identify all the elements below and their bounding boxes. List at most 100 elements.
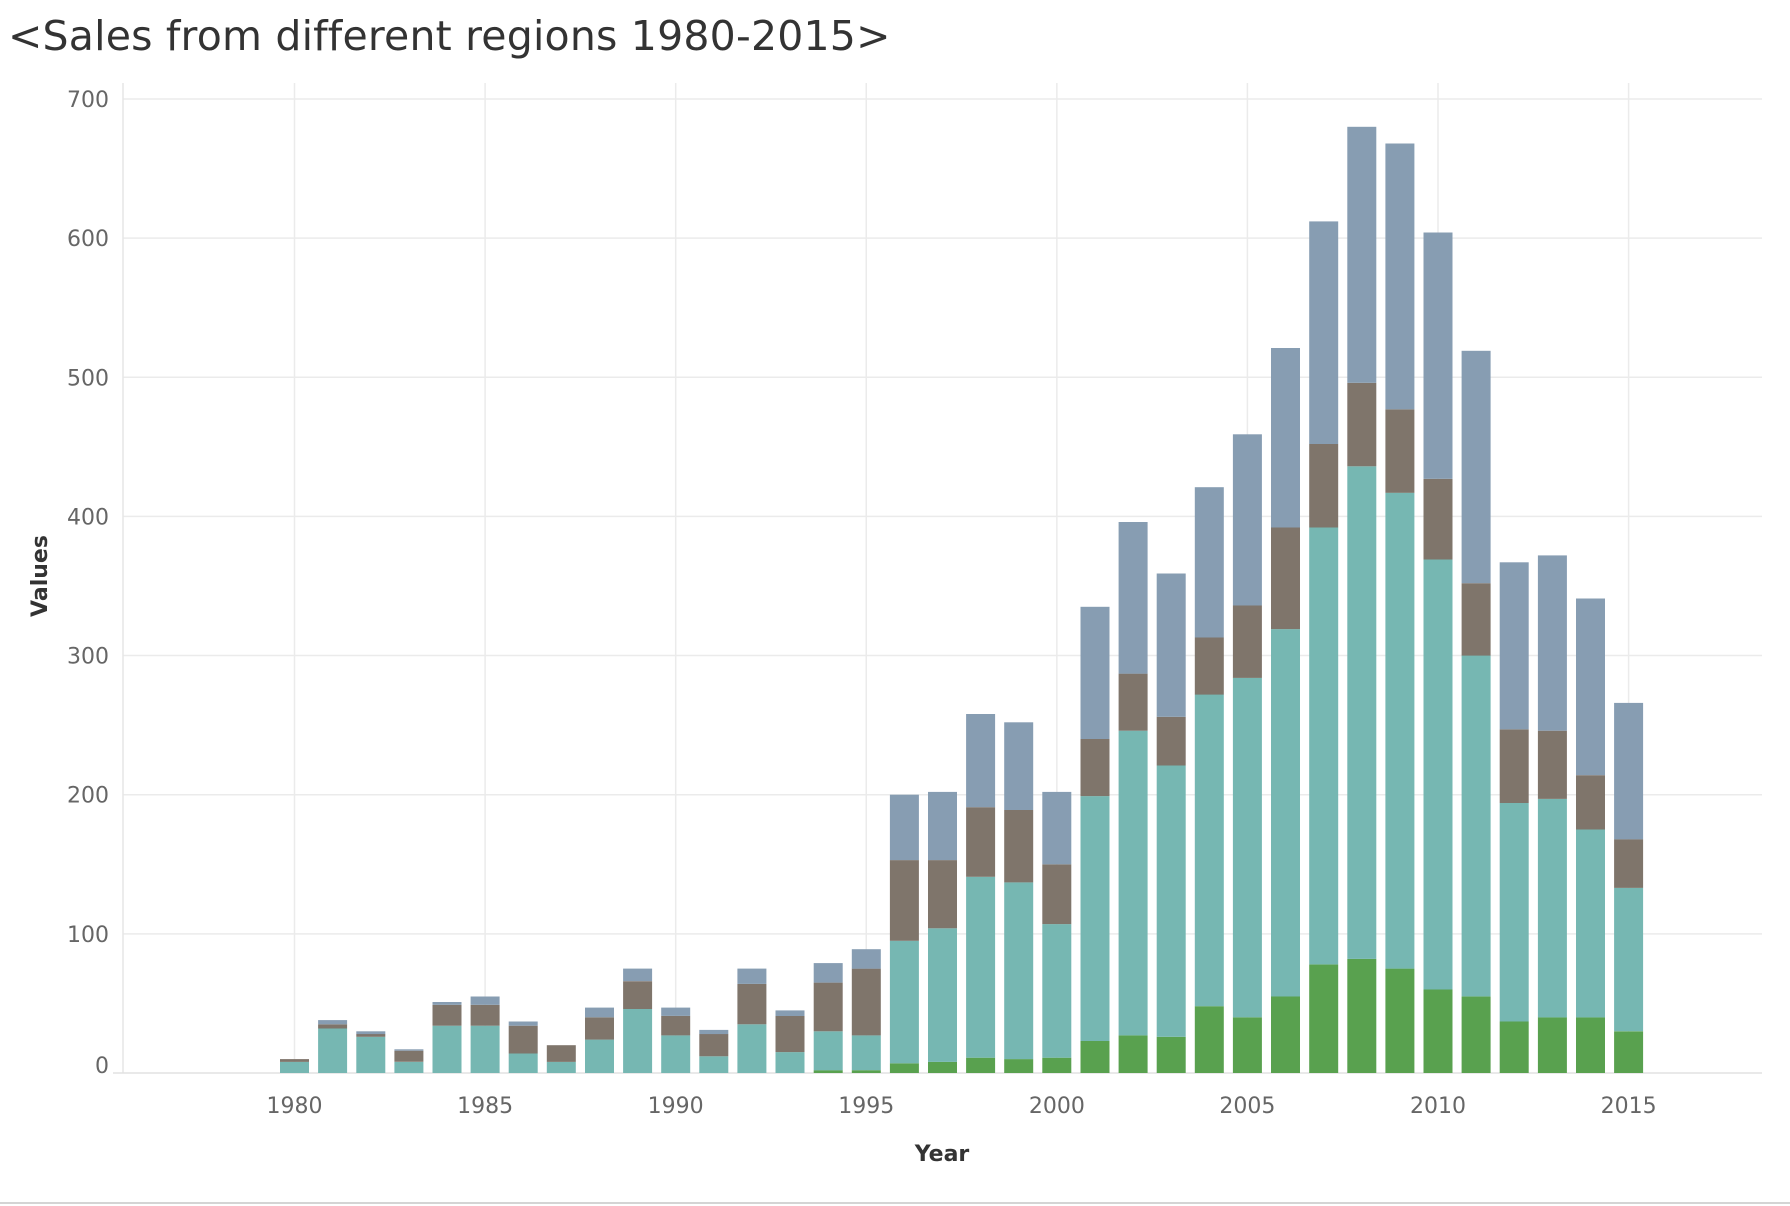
y-tick-label: 0: [95, 1054, 109, 1079]
bar-segment: [1309, 444, 1339, 528]
bar-segment: [775, 1010, 805, 1016]
bar-segment: [889, 860, 919, 941]
bar-segment: [1461, 655, 1491, 997]
bar-segment: [1347, 382, 1377, 467]
bar-segment: [1004, 1059, 1034, 1073]
bar-segment: [318, 1028, 348, 1073]
bar-segment: [1309, 964, 1339, 1073]
bar-segment: [585, 1017, 614, 1040]
bar-segment: [432, 1025, 462, 1073]
bar-segment: [470, 1025, 500, 1073]
bar-segment: [1423, 232, 1453, 479]
bar-segment: [1537, 798, 1567, 1018]
bar-segment: [623, 1009, 653, 1073]
bar-segment: [737, 983, 767, 1025]
bar-segment: [1385, 143, 1415, 410]
bar-segment: [1042, 1057, 1072, 1073]
bar-segment: [966, 876, 996, 1058]
bar-segment: [546, 1061, 576, 1073]
bar-segment: [928, 928, 957, 1062]
bar-segment: [1194, 637, 1224, 695]
bar-segment: [1423, 559, 1453, 990]
axes: 0 100 200 300 400 500 600 700 1980 1985 1990 1995 20…: [67, 88, 1657, 1119]
bar-segment: [1423, 478, 1453, 560]
chart-title: <Sales from different regions 1980-2015>: [8, 12, 891, 60]
bar-segment: [1232, 1017, 1262, 1073]
bar-segment: [1042, 924, 1072, 1058]
bar-segment: [1385, 968, 1415, 1073]
bar-segment: [1194, 487, 1224, 638]
bar-segment: [1118, 673, 1148, 731]
bar-segment: [585, 1007, 614, 1018]
bar-segment: [1232, 434, 1262, 606]
bar-segment: [966, 714, 996, 808]
x-tick-label: 2000: [1029, 1094, 1085, 1119]
bar-segment: [966, 1057, 996, 1073]
bar-segment: [1537, 730, 1567, 799]
bar-segment: [1499, 729, 1529, 803]
bar-segment: [508, 1021, 538, 1026]
bar-segment: [699, 1029, 729, 1035]
y-tick-label: 300: [67, 645, 109, 670]
bar-segment: [318, 1024, 348, 1029]
bar-segment: [1309, 527, 1339, 965]
bar-segment: [1156, 765, 1186, 1037]
bar-segment: [1614, 839, 1644, 888]
y-tick-label: 700: [67, 88, 109, 113]
bar-segment: [1156, 716, 1186, 766]
bar-segment: [1042, 864, 1072, 925]
bar-segment: [661, 1015, 691, 1036]
bar-segment: [851, 1035, 881, 1071]
bar-segment: [1576, 1017, 1605, 1073]
y-tick-label: 600: [67, 227, 109, 252]
bar-segment: [1118, 730, 1148, 1036]
bar-segment: [356, 1031, 386, 1035]
bar-segment: [1499, 803, 1529, 1022]
bar-segment: [1385, 492, 1415, 969]
x-axis-title: Year: [914, 1142, 970, 1167]
x-tick-label: 2015: [1601, 1094, 1657, 1119]
bar-segment: [1499, 1021, 1529, 1073]
bar-segment: [1118, 1035, 1148, 1073]
bar-segment: [737, 1024, 767, 1073]
y-tick-label: 200: [67, 784, 109, 809]
bar-segment: [813, 1031, 843, 1071]
bar-segment: [356, 1036, 386, 1073]
bar-segment: [1080, 739, 1110, 797]
bar-segment: [928, 791, 957, 861]
bar-segment: [1271, 527, 1300, 630]
bar-segment: [661, 1007, 691, 1016]
bar-segment: [394, 1049, 424, 1051]
bar-segment: [1232, 677, 1262, 1018]
bar-segment: [1614, 1031, 1644, 1073]
bar-segment: [1461, 350, 1491, 584]
bar-segment: [699, 1056, 729, 1073]
bar-segment: [1309, 221, 1339, 444]
x-tick-label: 1990: [648, 1094, 704, 1119]
bar-segment: [1156, 1036, 1186, 1073]
bar-segment: [280, 1059, 309, 1062]
bar-segment: [1461, 583, 1491, 656]
bar-segment: [1080, 606, 1110, 739]
bar-segment: [1118, 522, 1148, 674]
bar-segment: [280, 1061, 309, 1073]
bar-segment: [851, 1070, 881, 1073]
bar-segment: [1576, 598, 1605, 776]
bar-segment: [1080, 796, 1110, 1041]
x-tick-label: 1980: [267, 1094, 323, 1119]
bar-segment: [1423, 989, 1453, 1073]
bar-segment: [1004, 882, 1034, 1060]
bar-segment: [623, 968, 653, 982]
bar-segment: [546, 1045, 576, 1062]
x-tick-label: 1995: [838, 1094, 894, 1119]
bar-segment: [623, 981, 653, 1009]
bar-segment: [585, 1039, 614, 1073]
bar-segment: [1271, 996, 1300, 1073]
bar-segment: [928, 860, 957, 929]
bar-segment: [1537, 555, 1567, 731]
gridlines: [0, 83, 1790, 1204]
bar-segment: [889, 794, 919, 861]
bar-segment: [889, 940, 919, 1064]
bar-segment: [1042, 791, 1072, 865]
